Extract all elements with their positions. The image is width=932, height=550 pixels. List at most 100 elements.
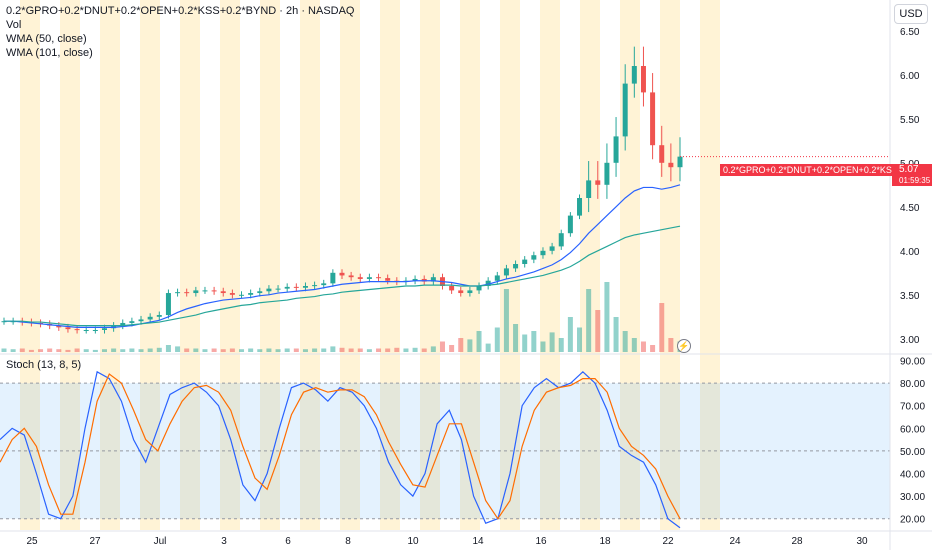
price-axis-tick: 6.50 [900,27,920,38]
wma101-line [4,225,681,327]
price-axis-tick: 4.50 [900,203,920,214]
volume-bar [522,334,528,352]
volume-bar [540,341,546,352]
volume-indicator-label[interactable]: Vol [6,19,22,31]
volume-bar [38,349,44,352]
volume-bar [339,347,345,352]
candle-body [558,233,564,247]
session-band [420,0,440,530]
last-price-value: 5.07 [899,164,919,175]
session-band [540,0,560,530]
lightning-icon[interactable]: ⚡ [677,339,691,353]
candle-body [74,329,80,331]
volume-bar [257,349,263,352]
price-axis-tick: 5.50 [900,115,920,126]
volume-bar [83,349,89,352]
time-axis-tick: 18 [599,536,611,547]
candle-body [531,255,537,260]
candle-body [83,330,89,331]
candle-body [467,290,473,294]
volume-bar [19,348,25,352]
candle-body [458,290,464,294]
wma50-indicator-label[interactable]: WMA (50, close) [6,33,87,45]
volume-bar [147,348,153,352]
volume-bar [622,331,628,352]
candle-body [476,286,482,291]
symbol-title[interactable]: 0.2*GPRO+0.2*DNUT+0.2*OPEN+0.2*KSS+0.2*B… [6,5,355,17]
volume-bar [101,349,107,352]
candle-body [659,145,665,163]
volume-bar [111,348,117,352]
candle-body [513,264,519,269]
stoch-axis-tick: 20.00 [900,515,925,526]
candle-body [366,277,372,279]
stoch-axis-tick: 40.00 [900,470,925,481]
volume-bar [640,341,646,352]
stoch-indicator-label[interactable]: Stoch (13, 8, 5) [6,359,82,371]
session-band [460,0,480,530]
volume-bar [421,348,427,352]
volume-bar [275,349,281,352]
candle-body [494,275,500,281]
candle-body [202,290,208,292]
volume-bar [330,346,336,352]
volume-bar [668,338,674,352]
volume-bar [458,338,464,352]
candle-body [138,319,144,322]
candle-body [120,322,126,326]
candle-body [248,293,254,295]
candle-body [92,330,98,331]
volume-bar [549,332,555,352]
volume-bar [439,341,445,352]
session-band [580,0,600,530]
volume-bar [56,349,62,352]
stoch-k-line [0,370,681,529]
volume-bar [229,348,235,352]
stoch-axis-tick: 60.00 [900,424,925,435]
candle-body [449,286,455,291]
volume-bar [558,338,564,352]
candle-body [239,294,245,296]
volume-bar [129,348,135,352]
last-price-symbol-label: 0.2*GPRO+0.2*DNUT+0.2*OPEN+0.2*KSS+0.... [720,164,894,176]
time-axis-tick: Jul [154,536,167,547]
volume-bar [631,338,637,352]
volume-bar [595,310,601,352]
candle-body [257,291,263,294]
stoch-axis-tick: 90.00 [900,357,925,368]
time-axis-tick: 10 [407,536,419,547]
candle-body [302,286,308,288]
session-band [100,0,120,530]
volume-bar [220,349,226,352]
stoch-axis-tick: 80.00 [900,379,925,390]
candle-body [65,327,71,330]
volume-bar [193,348,199,352]
volume-bar [376,348,382,352]
candle-body [577,198,583,216]
volume-bar [321,348,327,352]
volume-bar [604,282,610,352]
candle-body [266,288,272,292]
candle-body [312,285,318,287]
volume-bar [165,345,171,352]
candle-body [321,283,327,286]
time-axis-tick: 14 [472,536,484,547]
volume-bar [202,349,208,352]
candle-body [604,162,610,185]
volume-bar [175,346,181,352]
volume-bar [293,348,299,352]
volume-bar [357,348,363,352]
last-price-badge: 5.07 01:59:35 [892,164,932,186]
volume-bar [248,348,254,352]
price-axis-tick: 6.00 [900,71,920,82]
volume-bar [449,345,455,352]
stoch-d-line [0,373,681,520]
candle-body [540,250,546,256]
candle-body [567,215,573,234]
currency-button[interactable]: USD [894,4,928,24]
candle-body [293,286,299,288]
wma101-indicator-label[interactable]: WMA (101, close) [6,47,93,59]
candle-body [357,277,363,279]
time-axis-tick: 30 [856,536,868,547]
